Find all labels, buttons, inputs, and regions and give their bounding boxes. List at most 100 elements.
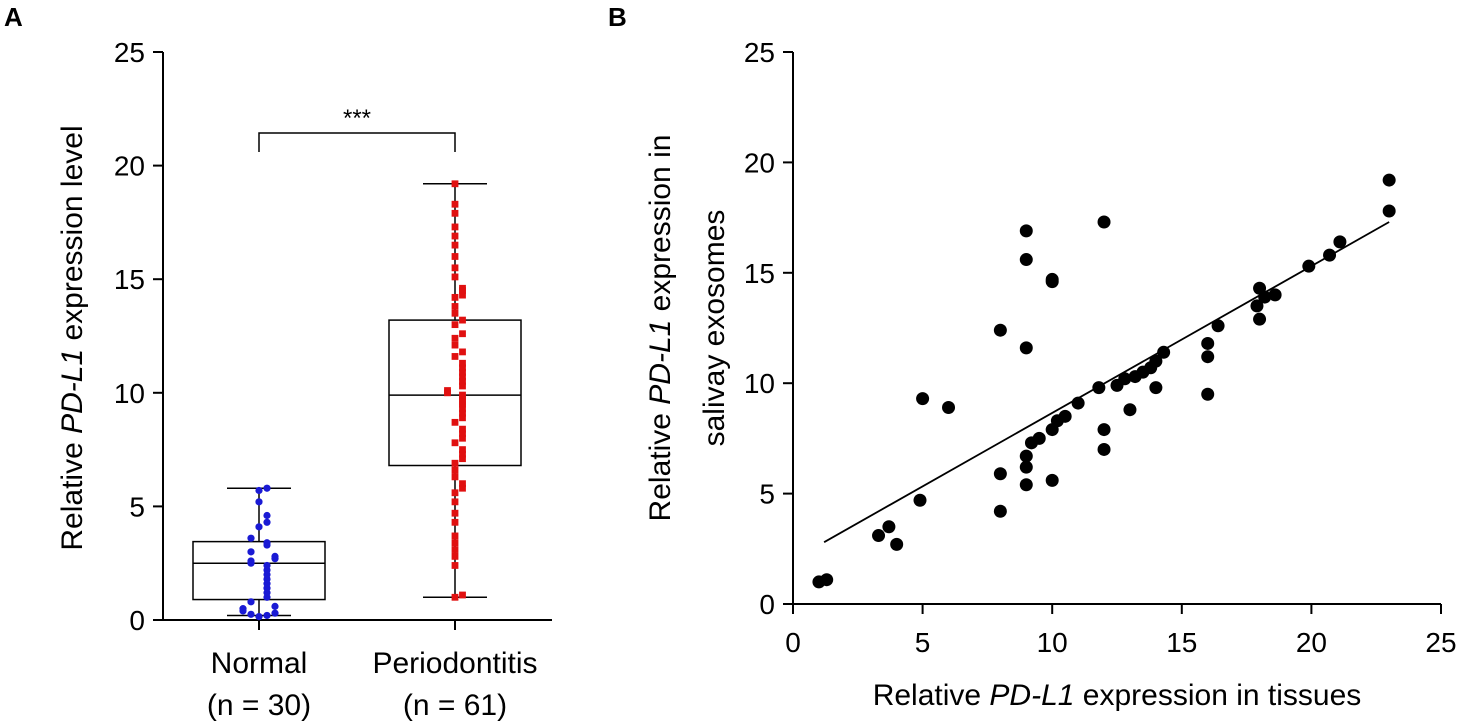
panel-b-y-tick-label: 25 — [744, 37, 775, 68]
regression-line — [823, 221, 1390, 543]
data-point-normal — [247, 610, 255, 618]
panel-b-y-tick-label: 20 — [744, 147, 775, 178]
data-point-normal — [263, 561, 271, 570]
data-point-periodontitis — [451, 341, 459, 349]
data-point-periodontitis — [459, 330, 466, 338]
panel-a-category-label: Normal — [211, 647, 308, 680]
scatter-point — [993, 504, 1007, 518]
data-point-periodontitis — [459, 591, 466, 599]
panel-a-y-tick-label: 10 — [114, 378, 145, 409]
scatter-point — [1019, 449, 1033, 463]
data-point-normal — [247, 548, 255, 556]
data-point-normal — [271, 552, 279, 560]
panel-a-y-title-post: expression level — [56, 125, 89, 348]
scatter-point — [1253, 312, 1267, 326]
data-point-periodontitis — [451, 518, 459, 526]
data-point-periodontitis — [451, 418, 459, 426]
scatter-point — [882, 520, 896, 534]
panel-a-y-ticks: 0 5 10 15 20 25 — [114, 37, 163, 636]
data-point-periodontitis — [451, 439, 459, 447]
panel-a-boxes — [192, 183, 522, 617]
scatter-point — [1123, 403, 1137, 417]
panel-b-y-tick-label: 5 — [759, 479, 775, 510]
data-point-periodontitis — [459, 405, 466, 413]
data-point-periodontitis — [459, 455, 466, 463]
panel-b-x-ticks: 0 5 10 15 20 25 — [785, 604, 1457, 658]
scatter-point — [1333, 235, 1347, 249]
scatter-point — [1045, 275, 1059, 289]
data-point-periodontitis — [459, 480, 466, 488]
scatter-point — [1019, 224, 1033, 238]
data-point-periodontitis — [459, 382, 466, 390]
data-point-periodontitis — [451, 509, 459, 517]
scatter-point — [1097, 442, 1111, 456]
data-point-periodontitis — [451, 223, 459, 231]
scatter-point — [1058, 409, 1072, 423]
significance-bracket-line — [258, 132, 456, 152]
scatter-point — [1201, 336, 1215, 350]
scatter-point — [942, 400, 956, 414]
data-point-periodontitis — [459, 446, 466, 453]
data-point-periodontitis — [459, 348, 466, 356]
panel-b-x-tick-label: 20 — [1296, 627, 1327, 658]
data-point-periodontitis — [451, 334, 459, 342]
scatter-point — [1019, 341, 1033, 355]
panel-a: A 0 5 10 15 20 25 Normal (n = 30) Periodontitis… — [4, 2, 552, 722]
scatter-point — [1045, 473, 1059, 487]
scatter-point — [1097, 423, 1111, 437]
scatter-point — [913, 493, 927, 507]
data-point-periodontitis — [451, 532, 459, 540]
data-point-normal — [255, 486, 263, 495]
data-point-periodontitis — [451, 473, 459, 481]
data-point-normal — [263, 539, 271, 547]
data-point-normal — [247, 598, 255, 606]
scatter-point — [1097, 215, 1111, 229]
significance-bracket: *** — [258, 105, 456, 152]
panel-a-y-tick-label: 15 — [114, 264, 145, 295]
panel-b: B 0 5 10 15 20 25 0 5 10 15 20 25 Relative PD-L1 e… — [608, 2, 1457, 712]
data-point-periodontitis — [459, 450, 466, 458]
data-point-periodontitis — [451, 209, 459, 217]
panel-b-x-tick-label: 0 — [785, 627, 801, 658]
data-point-periodontitis — [451, 273, 459, 281]
data-point-periodontitis — [451, 593, 459, 601]
scatter-point — [1149, 354, 1163, 368]
panel-b-x-tick-label: 10 — [1037, 627, 1068, 658]
scatter-point — [1201, 350, 1215, 364]
iqr-box — [192, 540, 326, 601]
data-point-periodontitis — [451, 489, 459, 497]
data-point-periodontitis — [451, 539, 459, 547]
scatter-point — [872, 529, 886, 543]
data-point-periodontitis — [451, 552, 459, 560]
significance-label: *** — [343, 105, 371, 132]
scatter-point — [1201, 387, 1215, 401]
data-point-periodontitis — [451, 200, 459, 208]
data-point-normal — [263, 518, 271, 526]
scatter-point — [1382, 204, 1396, 218]
scatter-point — [820, 573, 834, 587]
data-point-periodontitis — [451, 466, 459, 474]
panel-a-x-categories: Normal (n = 30) Periodontitis (n = 61) — [207, 620, 538, 722]
scatter-point — [1382, 173, 1396, 187]
panel-b-x-tick-label: 15 — [1166, 627, 1197, 658]
data-point-periodontitis — [459, 484, 466, 492]
scatter-point — [993, 467, 1007, 481]
data-point-periodontitis — [451, 253, 459, 260]
panel-b-letter: B — [608, 2, 627, 32]
data-point-periodontitis — [451, 459, 459, 467]
data-point-periodontitis — [451, 498, 459, 506]
scatter-point — [1118, 372, 1132, 386]
data-point-periodontitis — [459, 409, 466, 417]
data-point-periodontitis — [451, 293, 459, 301]
scatter-point — [1019, 478, 1033, 492]
data-point-periodontitis — [451, 321, 459, 329]
data-point-periodontitis — [451, 303, 459, 310]
panel-b-x-tick-label: 5 — [915, 627, 931, 658]
scatter-point — [993, 323, 1007, 337]
data-point-periodontitis — [459, 284, 466, 292]
panel-b-x-axis-title: Relative PD-L1 expression in tissues — [873, 679, 1362, 712]
data-point-periodontitis — [451, 562, 459, 569]
panel-b-y-title-pre: Relative — [644, 405, 677, 522]
data-point-normal — [271, 609, 279, 617]
data-point-periodontitis — [459, 398, 466, 406]
